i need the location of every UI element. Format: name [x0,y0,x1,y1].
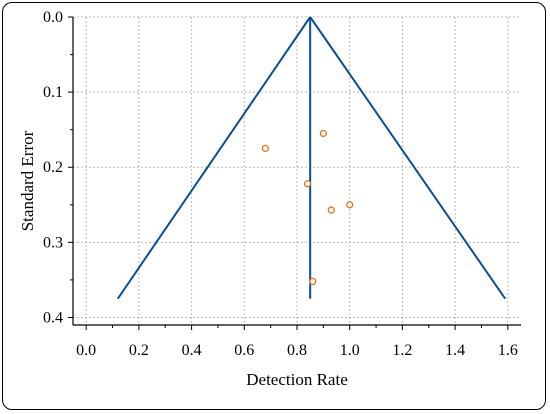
y-tick-label: 0.1 [43,84,63,101]
y-tick-label: 0.3 [43,234,63,251]
x-tick-label: 0.2 [129,342,149,359]
x-tick-label: 1.0 [340,342,360,359]
x-tick-label: 1.2 [392,342,412,359]
y-tick-label: 0.2 [43,159,63,176]
x-tick-label: 0.0 [76,342,96,359]
x-axis-label: Detection Rate [246,370,348,389]
x-tick-label: 0.8 [287,342,307,359]
data-point [346,201,354,209]
data-point [261,144,270,153]
grid-lines [73,16,521,325]
chart-frame: 0.0 0.2 0.4 0.6 0.8 1.0 1.2 1.4 1.6 0.0 0.1 0.2 0.3… [2,2,546,410]
y-tick-label: 0.0 [43,9,63,26]
data-point [309,277,317,286]
x-tick-label: 0.4 [182,342,202,359]
funnel [116,16,507,300]
x-tick-label: 0.6 [234,342,254,359]
data-point [303,180,312,188]
funnel-plot: 0.0 0.2 0.4 0.6 0.8 1.0 1.2 1.4 1.6 0.0 0.1 0.2 0.3… [18,9,521,389]
x-tick-labels: 0.0 0.2 0.4 0.6 0.8 1.0 1.2 1.4 1.6 [76,342,518,359]
axes [68,16,521,330]
x-tick-label: 1.4 [445,342,465,359]
data-point [327,206,335,214]
funnel-left-line [116,16,312,300]
y-axis-label: Standard Error [18,130,37,231]
x-tick-label: 1.6 [498,342,518,359]
data-points [261,129,354,286]
y-tick-label: 0.4 [43,309,63,326]
data-point [319,129,328,138]
y-tick-labels: 0.0 0.1 0.2 0.3 0.4 [43,9,63,326]
funnel-right-line [309,16,507,300]
